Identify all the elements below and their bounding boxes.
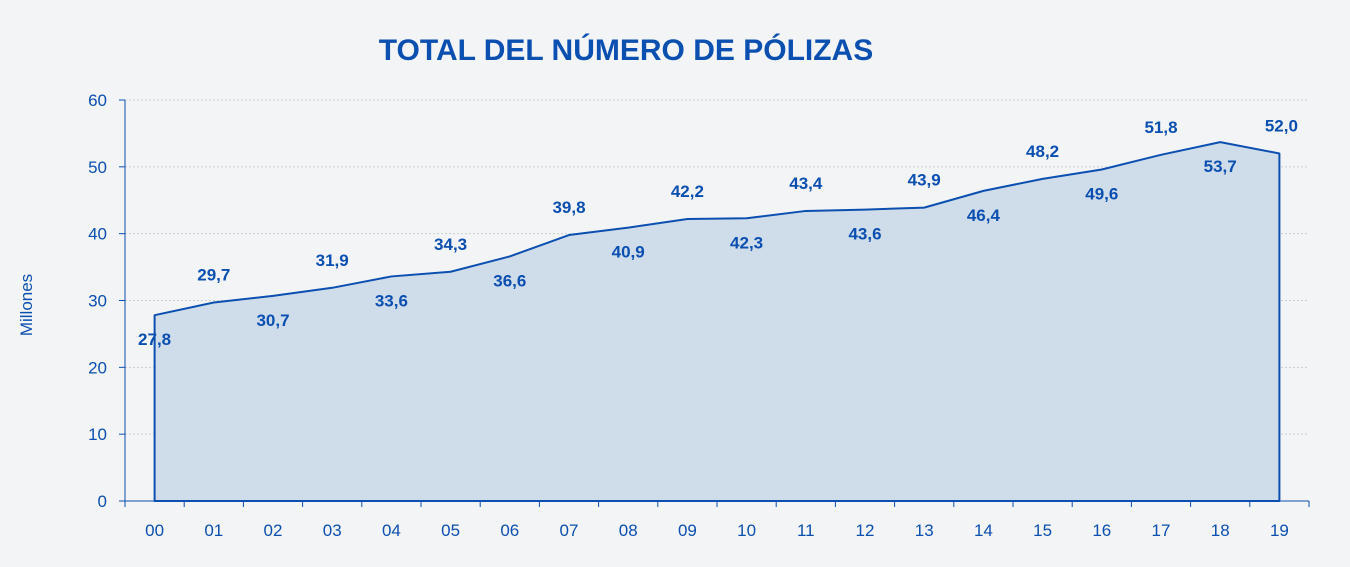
x-tick-label: 17 <box>1152 521 1171 540</box>
data-label: 34,3 <box>434 235 467 254</box>
x-tick-label: 02 <box>264 521 283 540</box>
x-tick-label: 16 <box>1092 521 1111 540</box>
x-tick-label: 07 <box>560 521 579 540</box>
x-tick-label: 19 <box>1270 521 1289 540</box>
y-tick-label: 20 <box>88 358 107 377</box>
x-tick-label: 01 <box>204 521 223 540</box>
x-tick-label: 03 <box>323 521 342 540</box>
x-tick-label: 15 <box>1033 521 1052 540</box>
y-tick-label: 0 <box>98 492 107 511</box>
x-tick-label: 10 <box>737 521 756 540</box>
data-label: 42,2 <box>671 182 704 201</box>
data-label: 43,9 <box>908 171 941 190</box>
axes <box>119 99 1310 507</box>
chart-title: TOTAL DEL NÚMERO DE PÓLIZAS <box>379 33 873 67</box>
x-tick-label: 12 <box>856 521 875 540</box>
y-tick-label: 30 <box>88 292 107 311</box>
data-label: 51,8 <box>1144 118 1177 137</box>
x-tick-label: 14 <box>974 521 993 540</box>
y-tick-label: 10 <box>88 425 107 444</box>
data-label: 42,3 <box>730 233 763 252</box>
data-label: 43,6 <box>848 225 881 244</box>
data-label: 52,0 <box>1265 116 1298 135</box>
data-label: 30,7 <box>256 311 289 330</box>
data-label: 31,9 <box>316 251 349 270</box>
data-label: 36,6 <box>493 271 526 290</box>
data-label: 33,6 <box>375 291 408 310</box>
x-tick-label: 05 <box>441 521 460 540</box>
y-tick-label: 40 <box>88 225 107 244</box>
area-series <box>153 141 1281 502</box>
y-tick-label: 50 <box>88 158 107 177</box>
area-series-path <box>153 141 1281 502</box>
data-label: 40,9 <box>612 243 645 262</box>
x-tick-label: 11 <box>797 521 815 540</box>
x-tick-label: 08 <box>619 521 638 540</box>
y-tick-label: 60 <box>88 91 107 110</box>
y-axis-label: Millones <box>17 274 36 336</box>
data-label: 39,8 <box>552 198 585 217</box>
y-tick-labels: 0 10 20 30 40 50 60 <box>88 91 107 511</box>
x-tick-label: 09 <box>678 521 697 540</box>
data-label: 29,7 <box>197 266 230 285</box>
data-label: 48,2 <box>1026 142 1059 161</box>
x-tick-label: 00 <box>145 521 164 540</box>
data-label: 49,6 <box>1085 185 1118 204</box>
data-label: 46,4 <box>967 206 1001 225</box>
x-tick-label: 06 <box>500 521 519 540</box>
x-tick-label: 18 <box>1211 521 1230 540</box>
x-tick-label: 04 <box>382 521 401 540</box>
data-label: 43,4 <box>789 174 823 193</box>
x-tick-labels: 00 01 02 03 04 05 06 07 08 09 10 11 12 13 14 15 16 17 18 19 <box>145 521 1289 540</box>
data-label: 53,7 <box>1204 157 1237 176</box>
data-labels: 27,8 29,7 30,7 31,9 33,6 34,3 36,6 39,8 40,9 42,2… <box>138 116 1298 349</box>
data-label: 27,8 <box>138 330 171 349</box>
x-tick-label: 13 <box>915 521 934 540</box>
